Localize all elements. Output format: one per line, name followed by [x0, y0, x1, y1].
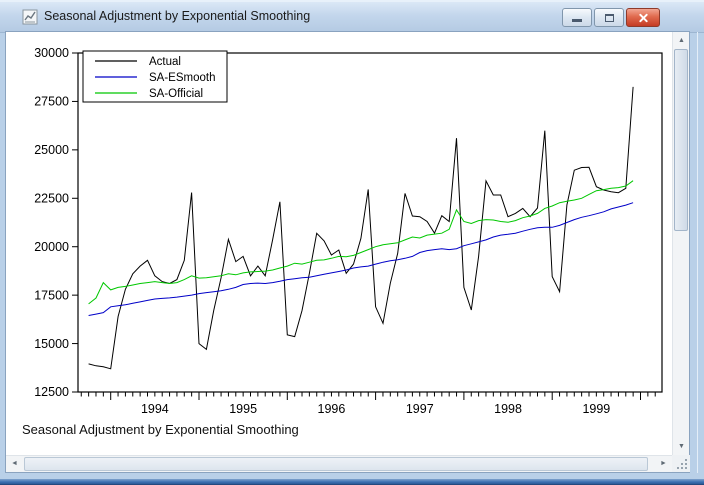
titlebar[interactable]: Seasonal Adjustment by Exponential Smoot… [0, 2, 704, 33]
chart-footer-title: Seasonal Adjustment by Exponential Smoot… [22, 422, 299, 437]
y-tick-label: 22500 [34, 191, 69, 205]
y-tick-label: 12500 [34, 385, 69, 399]
minimize-button[interactable] [562, 8, 592, 27]
window-bottom-edge [0, 479, 704, 485]
y-tick-label: 15000 [34, 337, 69, 351]
window-top-edge [0, 0, 704, 2]
series-line-sa-official [88, 180, 634, 305]
vertical-scrollbar[interactable]: ▲ ▼ [672, 32, 689, 455]
maximize-icon [605, 14, 614, 22]
x-tick-label: 1997 [406, 402, 434, 416]
x-tick-label: 1994 [141, 402, 169, 416]
close-button[interactable] [626, 8, 660, 27]
chart-canvas: 12500 15000 17500 20000 22500 25000 27500 30000… [34, 46, 663, 416]
horizontal-scrollbar[interactable]: ◄ ► [6, 455, 672, 472]
window-title: Seasonal Adjustment by Exponential Smoot… [44, 9, 311, 23]
y-tick-label: 20000 [34, 240, 69, 254]
caption-buttons [562, 8, 660, 27]
vertical-scrollbar-thumb[interactable] [674, 49, 688, 231]
legend-label: SA-ESmooth [149, 72, 215, 84]
scroll-left-icon[interactable]: ◄ [11, 460, 18, 467]
y-tick-label: 27500 [34, 95, 69, 109]
scroll-right-icon[interactable]: ► [660, 460, 667, 467]
series-line-actual [88, 86, 634, 370]
y-tick-label: 30000 [34, 46, 69, 60]
window-right-edge [697, 32, 698, 473]
minimize-icon [572, 19, 582, 22]
horizontal-scrollbar-thumb[interactable] [24, 457, 648, 471]
legend-label: SA-Official [149, 88, 203, 100]
resize-grip[interactable] [685, 467, 687, 469]
y-tick-label: 17500 [34, 288, 69, 302]
x-tick-label: 1998 [494, 402, 522, 416]
series-line-sa-esmooth [88, 202, 634, 316]
app-icon [21, 8, 39, 26]
scroll-up-icon[interactable]: ▲ [678, 37, 685, 44]
scrollbar-corner [672, 455, 690, 472]
y-tick-label: 25000 [34, 143, 69, 157]
plot-border [77, 52, 663, 393]
maximize-button[interactable] [594, 8, 624, 27]
x-tick-label: 1995 [229, 402, 257, 416]
x-tick-label: 1999 [582, 402, 610, 416]
x-tick-label: 1996 [318, 402, 346, 416]
chart-client-area: 12500 15000 17500 20000 22500 25000 27500 30000… [6, 32, 672, 455]
legend-label: Actual [149, 56, 181, 68]
scroll-down-icon[interactable]: ▼ [678, 443, 685, 450]
